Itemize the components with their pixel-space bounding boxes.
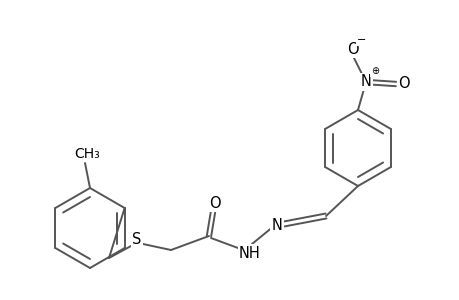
Text: S: S	[132, 232, 141, 247]
Text: NH: NH	[239, 245, 260, 260]
Text: O: O	[347, 41, 358, 56]
Text: O: O	[209, 196, 220, 211]
Text: CH₃: CH₃	[74, 147, 100, 161]
Text: N: N	[271, 218, 282, 232]
Text: N: N	[360, 74, 370, 89]
Text: O: O	[397, 76, 409, 92]
Text: ⊕: ⊕	[370, 66, 378, 76]
Text: −: −	[357, 35, 366, 45]
